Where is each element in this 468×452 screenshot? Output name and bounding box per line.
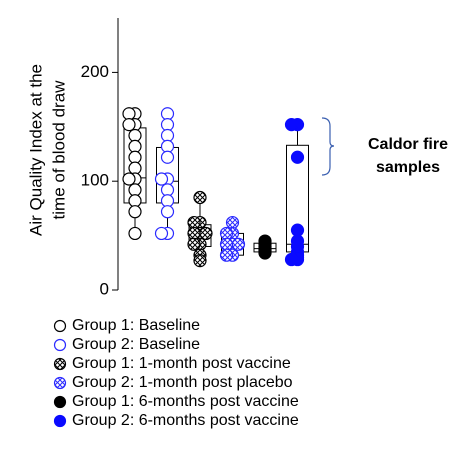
point — [160, 183, 175, 197]
annotation: samples — [376, 159, 440, 176]
point — [154, 226, 169, 241]
point — [160, 150, 175, 164]
point — [231, 237, 246, 251]
point — [199, 226, 213, 241]
y-axis-label: time of blood draw — [49, 80, 68, 220]
point — [128, 128, 142, 143]
annotation: Caldor fire — [368, 136, 448, 153]
legend-label: Group 1: 1-month post vaccine — [72, 355, 291, 372]
point — [290, 223, 305, 237]
point — [160, 128, 175, 143]
point — [284, 118, 299, 132]
point — [128, 161, 142, 175]
point — [154, 172, 169, 186]
point — [160, 118, 175, 132]
legend-label: Group 2: 1-month post placebo — [72, 374, 293, 391]
point — [128, 139, 142, 153]
point — [160, 194, 175, 208]
point — [160, 205, 175, 219]
point — [193, 190, 207, 205]
point — [187, 215, 201, 230]
legend-marker — [53, 319, 67, 333]
legend-marker — [53, 395, 67, 409]
point — [219, 237, 234, 251]
legend-label: Group 2: Baseline — [72, 336, 200, 353]
y-tick-label: 100 — [81, 171, 109, 190]
point — [187, 226, 201, 241]
point — [122, 118, 136, 132]
legend-label: Group 1: 6-months post vaccine — [72, 393, 299, 410]
point — [122, 107, 136, 121]
legend-marker — [53, 338, 67, 352]
point — [290, 150, 305, 164]
legend-label: Group 1: Baseline — [72, 317, 200, 334]
point — [284, 252, 299, 267]
point — [128, 194, 142, 208]
point — [219, 226, 234, 241]
point — [128, 150, 142, 164]
legend-marker — [53, 414, 67, 428]
point — [128, 205, 142, 219]
point — [128, 226, 142, 241]
legend-label: Group 2: 6-months post vaccine — [72, 412, 299, 429]
point — [193, 254, 207, 268]
point — [187, 237, 201, 251]
point — [160, 139, 175, 153]
point — [225, 215, 240, 230]
point — [128, 183, 142, 197]
point — [219, 248, 234, 262]
legend-marker — [53, 376, 67, 390]
y-tick-label: 0 — [100, 279, 109, 298]
y-tick-label: 200 — [81, 62, 109, 81]
legend-marker — [53, 357, 67, 371]
point — [122, 172, 136, 186]
bracket — [321, 117, 335, 176]
point — [258, 246, 272, 260]
y-axis-label: Air Quality Index at the — [26, 64, 45, 236]
point — [160, 107, 175, 121]
